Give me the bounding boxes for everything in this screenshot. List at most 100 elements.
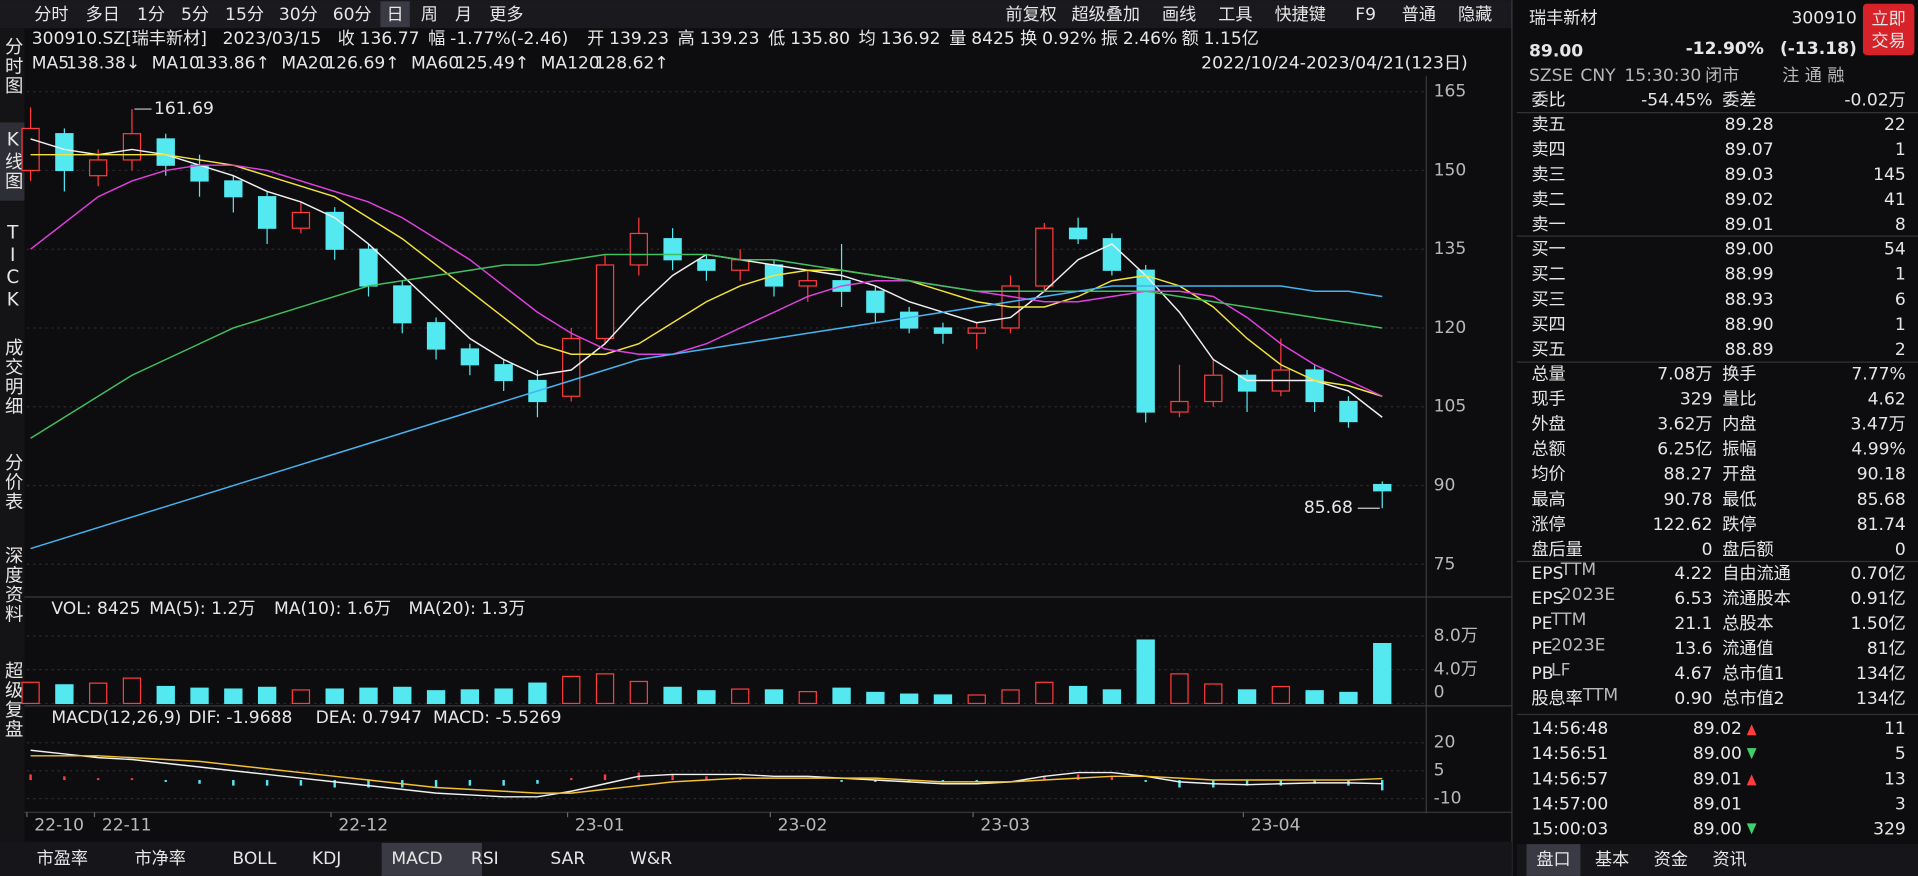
toolbar-button[interactable]: 超级叠加 xyxy=(1072,5,1140,25)
book-price: 88.89 xyxy=(1725,340,1774,360)
info-label: 低 xyxy=(768,29,785,49)
trade-volume: 329 xyxy=(1873,819,1906,839)
side-tab[interactable]: TICK xyxy=(2,223,23,312)
side-tab-active xyxy=(0,122,25,201)
fund-label: 总股本 xyxy=(1722,614,1773,634)
ma-line xyxy=(30,253,1383,439)
stat-label: 振幅 xyxy=(1722,440,1756,460)
ma-legend-label: MA5 xyxy=(32,54,69,74)
bottom-tab[interactable]: BOLL xyxy=(232,849,276,869)
trade-button-text[interactable]: 立即 xyxy=(1872,10,1906,30)
right-tab[interactable]: 基本 xyxy=(1595,850,1629,870)
trade-price: 89.01 xyxy=(1693,794,1742,814)
toolbar-button[interactable]: F9 xyxy=(1355,5,1376,25)
toolbar-button[interactable]: 30分 xyxy=(279,5,318,25)
book-price: 89.07 xyxy=(1725,140,1774,160)
volume-bar xyxy=(899,693,919,705)
volume-bar xyxy=(122,677,142,705)
book-price: 89.01 xyxy=(1725,215,1774,235)
toolbar-button[interactable]: 日 xyxy=(387,5,404,25)
ma-legend-value: 138.38↓ xyxy=(66,54,140,74)
ma-legend-value: 128.62↑ xyxy=(594,54,668,74)
right-tab[interactable]: 盘口 xyxy=(1536,850,1570,870)
volume-bar xyxy=(866,691,885,705)
bottom-tab[interactable]: MACD xyxy=(391,849,442,869)
right-tab[interactable]: 资讯 xyxy=(1713,850,1747,870)
side-tab[interactable]: 超级复盘 xyxy=(2,661,23,739)
bottom-tab[interactable]: RSI xyxy=(471,849,499,869)
toolbar-button[interactable]: 画线 xyxy=(1162,5,1196,25)
candle-body xyxy=(1170,400,1189,413)
status: 闭市 xyxy=(1705,66,1739,86)
side-tab[interactable]: 深度资料 xyxy=(2,546,23,624)
dea-line xyxy=(30,755,1383,794)
book-label: 卖三 xyxy=(1531,165,1565,185)
candle-body xyxy=(798,280,817,287)
stat-label: 现手 xyxy=(1531,389,1565,409)
bottom-tab[interactable]: KDJ xyxy=(312,849,341,869)
stat-label: 盘后量 xyxy=(1531,540,1582,560)
side-tab[interactable]: K线图 xyxy=(2,130,23,191)
candle-body xyxy=(393,285,412,324)
volume-bar xyxy=(1204,683,1223,705)
fund-sup: TTM xyxy=(1560,560,1596,580)
toolbar-button[interactable]: 周 xyxy=(421,5,438,25)
x-tick-label: 23-01 xyxy=(575,816,625,836)
trade-button-text[interactable]: 交易 xyxy=(1872,32,1906,52)
toolbar-button[interactable]: 普通 xyxy=(1402,5,1436,25)
side-tab[interactable]: 成交明细 xyxy=(2,338,23,416)
trade-time: 14:56:51 xyxy=(1531,744,1608,764)
stat-value: 90.18 xyxy=(1857,465,1906,485)
stat-value: 85.68 xyxy=(1857,490,1906,510)
book-volume: 22 xyxy=(1884,115,1906,135)
toolbar-button[interactable]: 分时 xyxy=(34,5,68,25)
info-value: -1.77%(-2.46) xyxy=(450,29,568,49)
toolbar-button[interactable]: 1分 xyxy=(137,5,165,25)
info-label: 均 xyxy=(859,29,876,49)
fund-sup: 2023E xyxy=(1551,635,1605,655)
book-label: 卖二 xyxy=(1531,190,1565,210)
toolbar-button[interactable]: 隐藏 xyxy=(1458,5,1492,25)
bottom-tab[interactable]: SAR xyxy=(550,849,585,869)
side-tab[interactable]: 分价表 xyxy=(2,453,23,512)
stat-label: 开盘 xyxy=(1722,465,1756,485)
ma-line xyxy=(30,153,1383,397)
bottom-tab[interactable]: 市盈率 xyxy=(37,849,88,869)
info-value: 136.92 xyxy=(881,29,941,49)
macd-header: DEA: 0.7947 xyxy=(316,708,422,728)
tab-active xyxy=(380,1,410,27)
macd-header: MACD: -5.5269 xyxy=(433,708,562,728)
toolbar-button[interactable]: 多日 xyxy=(86,5,120,25)
volume-bar xyxy=(1170,673,1189,705)
toolbar-button[interactable]: 快捷键 xyxy=(1275,5,1326,25)
toolbar-button[interactable]: 15分 xyxy=(225,5,264,25)
info-value: 139.23 xyxy=(700,29,760,49)
book-volume: 54 xyxy=(1884,240,1906,260)
x-tick-label: 23-03 xyxy=(980,816,1030,836)
fund-label: EPS xyxy=(1531,564,1563,584)
side-tab[interactable]: 分时图 xyxy=(2,37,23,96)
y-tick-label: 105 xyxy=(1434,397,1467,417)
toolbar-button[interactable]: 前复权 xyxy=(1005,5,1056,25)
toolbar-button[interactable]: 5分 xyxy=(181,5,209,25)
volume-bar xyxy=(88,682,108,705)
right-tab[interactable]: 资金 xyxy=(1654,850,1688,870)
bottom-tab[interactable]: W&R xyxy=(630,849,672,869)
bottom-tab[interactable]: 市净率 xyxy=(135,849,186,869)
volume-bar xyxy=(1339,691,1358,705)
fund-label: PB xyxy=(1531,664,1553,684)
toolbar-button[interactable]: 月 xyxy=(455,5,472,25)
candle-body xyxy=(663,238,682,261)
toolbar-button[interactable]: 工具 xyxy=(1218,5,1252,25)
candle-body xyxy=(933,327,953,334)
candle-body xyxy=(1373,483,1392,492)
change-pct: -12.90% xyxy=(1686,39,1764,59)
toolbar-button[interactable]: 更多 xyxy=(489,5,523,25)
candle-body xyxy=(629,232,648,266)
trade-button[interactable] xyxy=(1862,3,1915,56)
toolbar-button[interactable]: 60分 xyxy=(333,5,372,25)
book-volume: 1 xyxy=(1895,140,1906,160)
fund-value: 13.6 xyxy=(1674,639,1712,659)
y-tick-label: -10 xyxy=(1434,789,1462,809)
ma-line xyxy=(30,285,1383,550)
